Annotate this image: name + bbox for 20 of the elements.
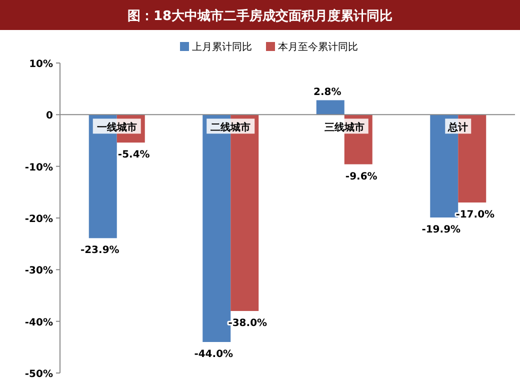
y-tick-label: -10% xyxy=(24,162,53,174)
data-label: -9.6% xyxy=(345,171,378,182)
y-tick-label: 10% xyxy=(29,59,53,70)
x-tick-label: 总计 xyxy=(447,122,468,134)
y-tick-label: -20% xyxy=(24,214,53,225)
y-tick-label: -40% xyxy=(24,317,53,328)
y-tick-label: -50% xyxy=(24,369,53,380)
data-label: -44.0% xyxy=(194,349,234,360)
legend-label: 上月累计同比 xyxy=(192,41,252,53)
data-label: -5.4% xyxy=(118,150,150,161)
chart-title: 图：18大中城市二手房成交面积月度累计同比 xyxy=(127,8,393,24)
x-tick-label: 一线城市 xyxy=(96,122,137,134)
y-tick-label: 0 xyxy=(46,110,54,122)
data-label: -19.9% xyxy=(422,224,461,236)
legend-label: 本月至今累计同比 xyxy=(278,41,358,53)
data-label: -23.9% xyxy=(80,245,120,256)
data-label: 2.8% xyxy=(314,87,342,98)
x-tick-label: 二线城市 xyxy=(210,122,251,134)
y-tick-label: -30% xyxy=(24,266,53,277)
x-tick-label: 三线城市 xyxy=(324,122,364,134)
